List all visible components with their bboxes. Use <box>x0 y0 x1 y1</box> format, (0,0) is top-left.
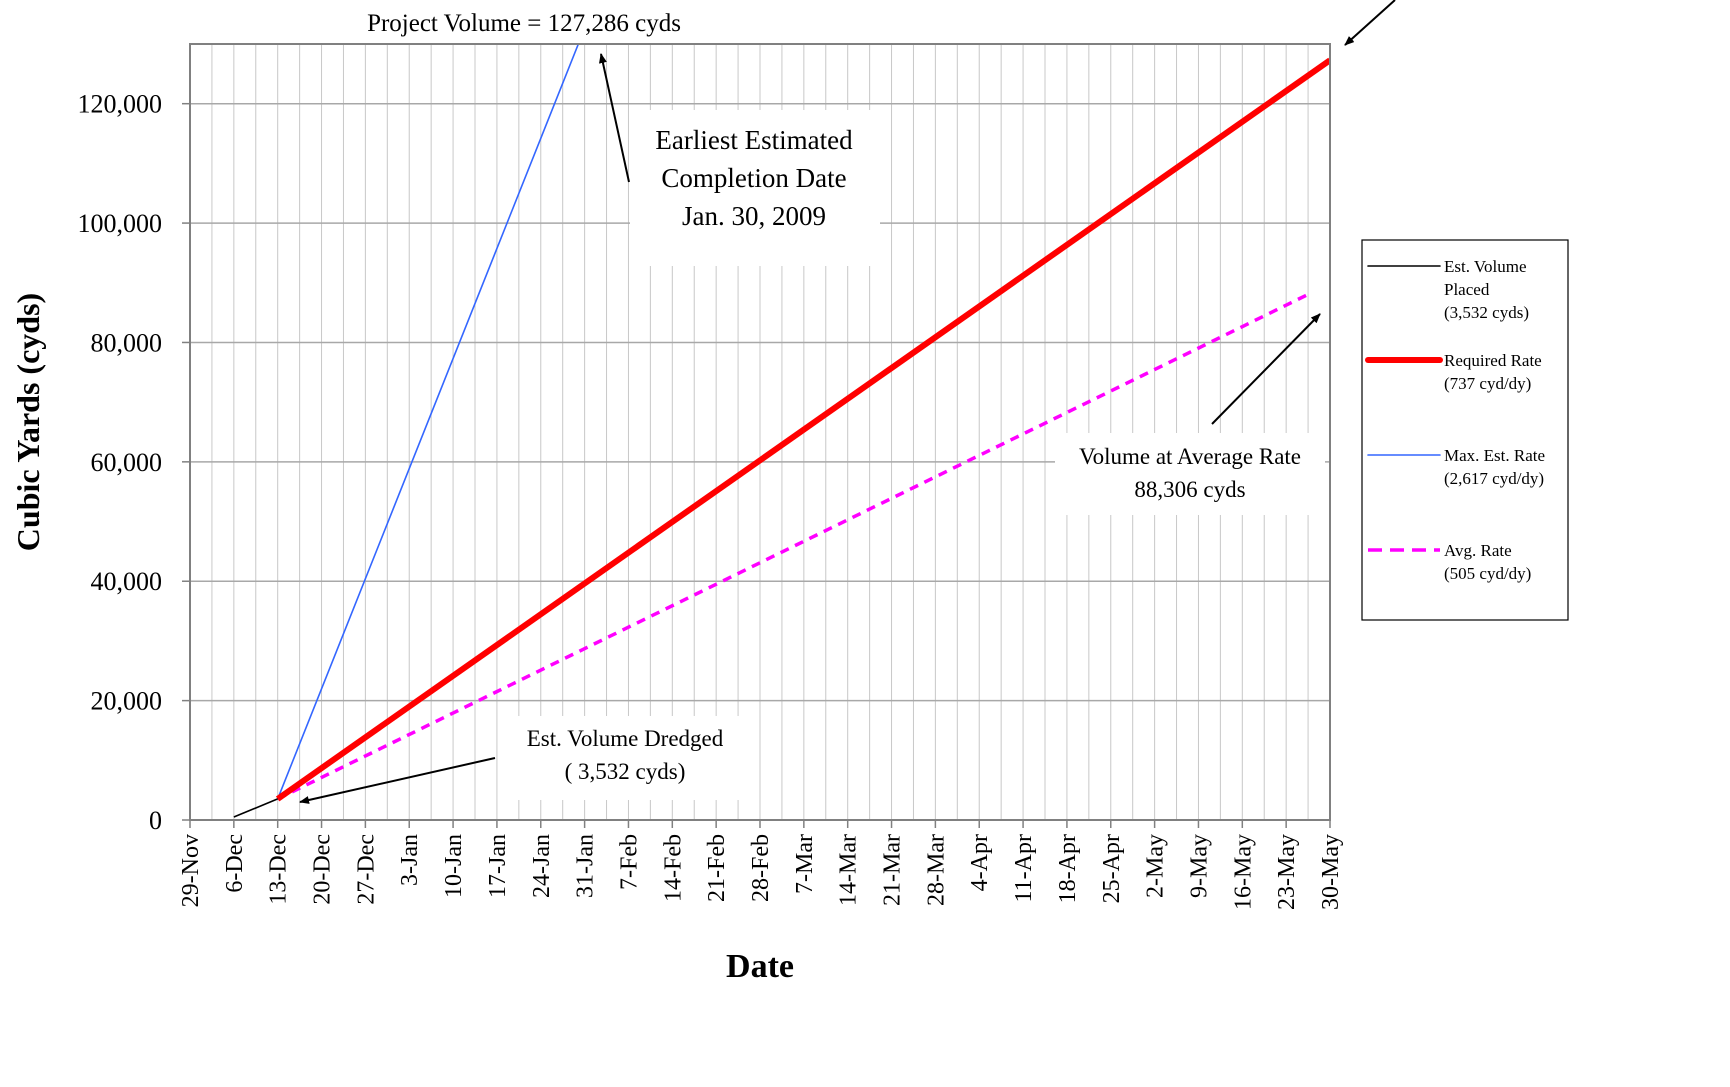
annotation-background <box>1055 433 1325 515</box>
x-tick-label: 6-Dec <box>222 834 248 893</box>
annotation-text: ( 3,532 cyds) <box>565 759 686 784</box>
x-axis-title: Date <box>726 948 794 985</box>
x-tick-label: 7-Feb <box>616 834 642 890</box>
annotation-avg-volume: Volume at Average Rate 88,306 cyds <box>1055 433 1325 515</box>
x-tick-label: 30-May <box>1318 834 1344 910</box>
annotation-volume-dredged: Est. Volume Dredged ( 3,532 cyds) <box>500 716 750 800</box>
y-tick-label: 120,000 <box>78 90 163 119</box>
x-tick-label: 21-Feb <box>704 834 730 902</box>
x-tick-label: 23-May <box>1274 834 1300 910</box>
annotation-text: Completion Date <box>661 163 846 193</box>
legend-box <box>1361 239 1569 621</box>
y-tick-label: 20,000 <box>91 687 163 716</box>
x-tick-label: 25-Apr <box>1099 834 1125 903</box>
annotation-text: Project Volume = 127,286 cyds <box>367 10 681 37</box>
arrow-project-volume <box>1344 0 1396 46</box>
x-tick-label: 7-Mar <box>792 834 818 894</box>
legend-label: (737 cyd/dy) <box>1444 374 1531 393</box>
annotation-text: Earliest Estimated <box>655 125 853 155</box>
annotation-text: Jan. 30, 2009 <box>682 201 826 231</box>
arrow-avg-volume <box>1211 313 1321 425</box>
annotation-background <box>500 716 750 800</box>
legend-label: Avg. Rate <box>1444 541 1512 560</box>
x-tick-label: 10-Jan <box>441 834 467 898</box>
legend-label: (505 cyd/dy) <box>1444 564 1531 583</box>
annotation-project-volume: Project Volume = 127,286 cyds <box>367 10 681 37</box>
x-tick-label: 13-Dec <box>266 834 292 905</box>
series-line-max-est-rate <box>276 44 580 800</box>
annotation-text: Est. Volume Dredged <box>527 726 724 751</box>
series-line-avg-rate <box>276 291 1312 801</box>
legend-entry: Est. Volume Placed (3,532 cyds) <box>1367 257 1529 322</box>
x-tick-label: 14-Mar <box>836 834 862 906</box>
y-tick-label: 0 <box>149 806 162 835</box>
y-tick-label: 60,000 <box>91 448 163 477</box>
x-tick-label: 4-Apr <box>967 834 993 891</box>
x-tick-label: 18-Apr <box>1055 834 1081 903</box>
y-tick-label: 80,000 <box>91 328 163 357</box>
x-tick-label: 3-Jan <box>397 834 423 886</box>
y-tick-label: 40,000 <box>91 567 163 596</box>
x-tick-label: 27-Dec <box>353 834 379 905</box>
annotation-text: Volume at Average Rate <box>1079 444 1301 469</box>
x-tick-label: 28-Mar <box>923 834 949 906</box>
legend-label: Placed <box>1444 280 1490 299</box>
y-axis-title: Cubic Yards (cyds) <box>10 293 46 551</box>
x-tick-label: 11-Apr <box>1011 834 1037 902</box>
x-tick-label: 21-Mar <box>880 834 906 906</box>
legend-label: Max. Est. Rate <box>1444 446 1545 465</box>
legend-label: Required Rate <box>1444 351 1542 370</box>
x-tick-label: 24-Jan <box>529 834 555 898</box>
x-tick-label: 17-Jan <box>485 834 511 898</box>
legend-label: (2,617 cyd/dy) <box>1444 469 1544 488</box>
x-tick-label: 20-Dec <box>310 834 336 905</box>
series-line-est-volume-placed <box>233 798 278 818</box>
x-tick-label: 16-May <box>1230 834 1256 910</box>
arrow-volume-dredged <box>299 757 496 804</box>
x-tick-label: 29-Nov <box>178 834 204 907</box>
legend-label: (3,532 cyds) <box>1444 303 1529 322</box>
legend-entry: Required Rate (737 cyd/dy) <box>1365 351 1542 393</box>
arrow-earliest-completion <box>599 53 630 183</box>
legend-entry: Max. Est. Rate (2,617 cyd/dy) <box>1367 446 1545 488</box>
series-line-required-rate <box>275 57 1330 802</box>
legend-label: Est. Volume <box>1444 257 1527 276</box>
legend-entry: Avg. Rate (505 cyd/dy) <box>1368 541 1531 583</box>
x-tick-label: 28-Feb <box>748 834 774 902</box>
annotation-earliest-completion: Earliest Estimated Completion Date Jan. 30… <box>630 110 880 266</box>
x-tick-label: 14-Feb <box>660 834 686 902</box>
y-tick-label: 100,000 <box>78 209 163 238</box>
annotation-background <box>630 110 880 266</box>
x-tick-label: 2-May <box>1143 834 1169 898</box>
annotation-text: 88,306 cyds <box>1134 477 1245 502</box>
x-tick-label: 31-Jan <box>573 834 599 898</box>
x-tick-label: 9-May <box>1186 834 1212 898</box>
